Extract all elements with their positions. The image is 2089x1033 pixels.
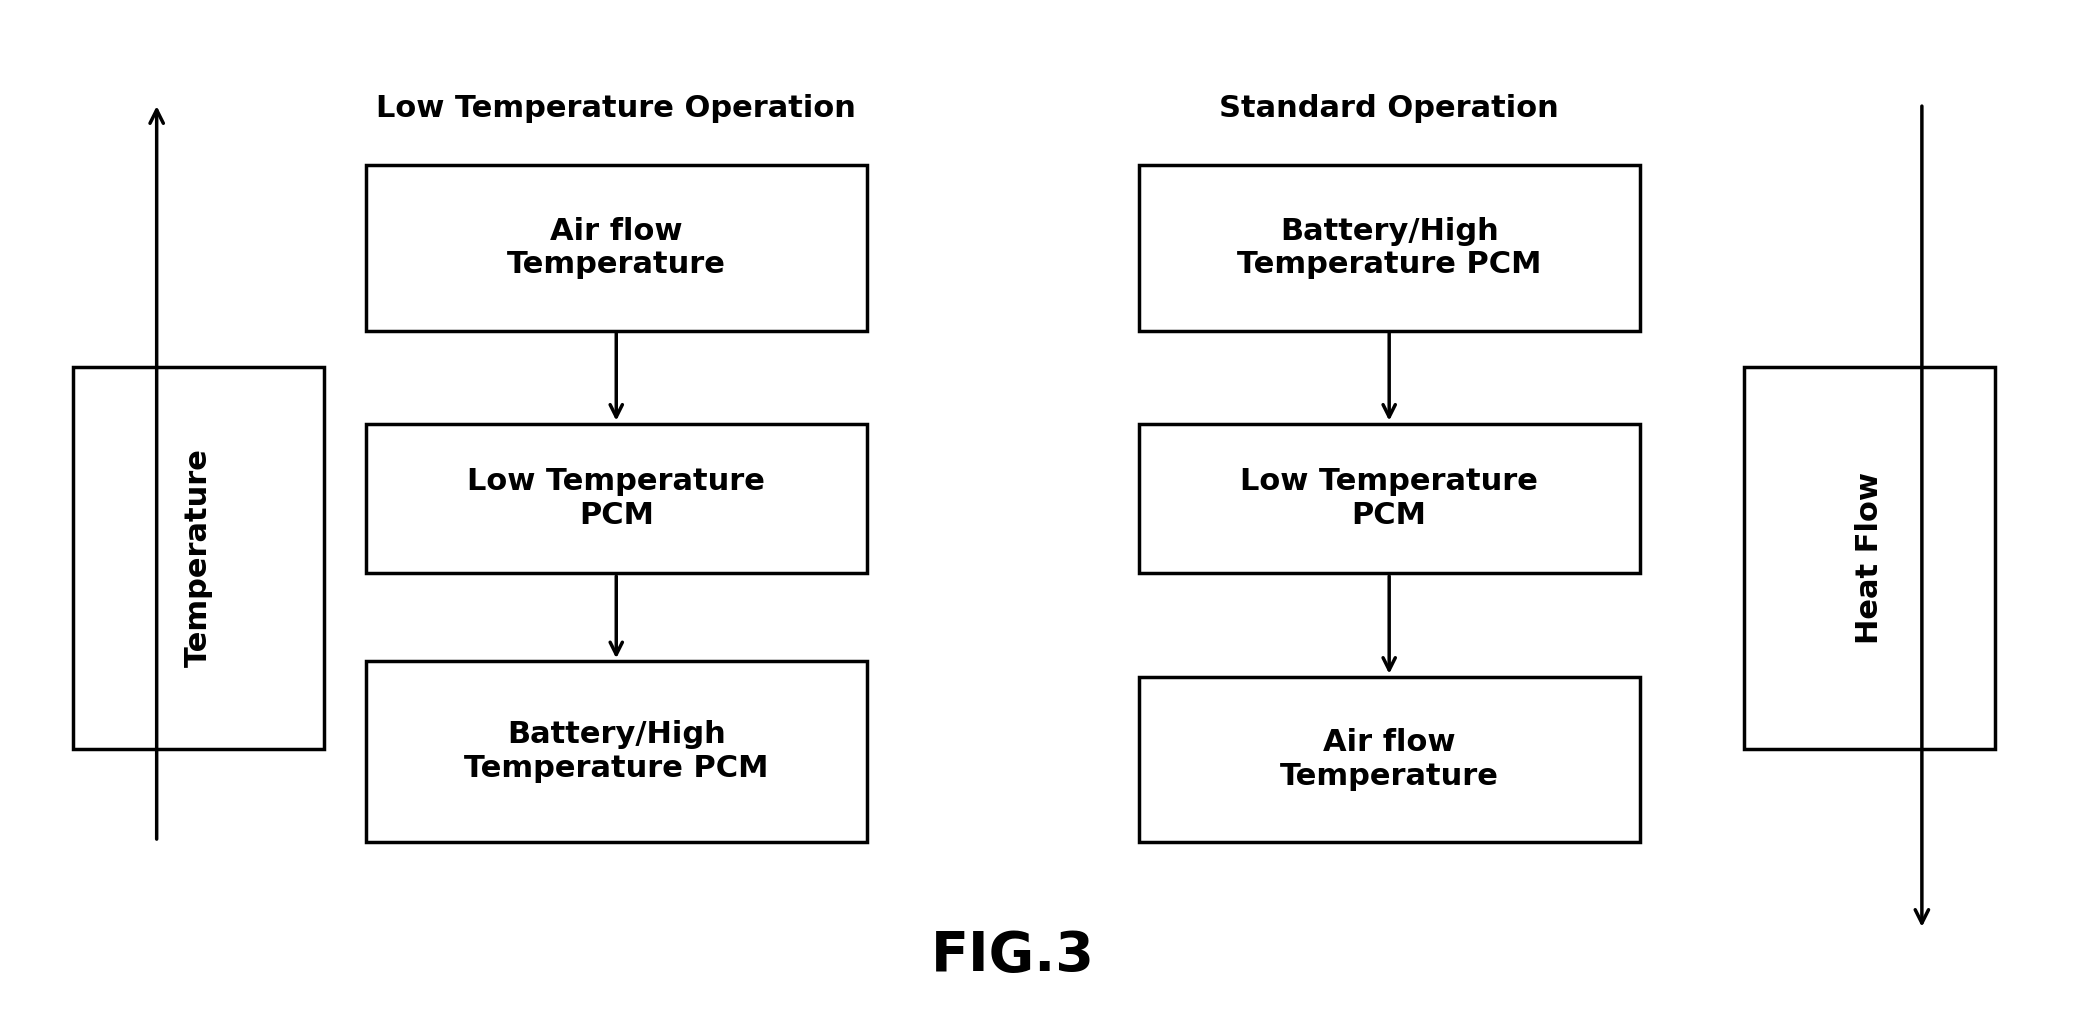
Bar bbox=[366, 165, 867, 331]
Text: Air flow
Temperature: Air flow Temperature bbox=[508, 217, 725, 279]
Text: Standard Operation: Standard Operation bbox=[1220, 94, 1558, 123]
Bar bbox=[1139, 424, 1640, 573]
Text: Battery/High
Temperature PCM: Battery/High Temperature PCM bbox=[1237, 217, 1542, 279]
Text: Battery/High
Temperature PCM: Battery/High Temperature PCM bbox=[464, 720, 769, 783]
Text: Temperature: Temperature bbox=[184, 448, 213, 667]
Bar bbox=[366, 661, 867, 842]
Text: Low Temperature Operation: Low Temperature Operation bbox=[376, 94, 856, 123]
Text: FIG.3: FIG.3 bbox=[932, 929, 1095, 982]
Bar bbox=[1744, 367, 1995, 749]
Bar bbox=[1139, 677, 1640, 842]
Text: Heat Flow: Heat Flow bbox=[1855, 472, 1884, 644]
Text: Air flow
Temperature: Air flow Temperature bbox=[1281, 728, 1498, 790]
Bar bbox=[1139, 165, 1640, 331]
Text: Low Temperature
PCM: Low Temperature PCM bbox=[1241, 467, 1538, 530]
Text: Low Temperature
PCM: Low Temperature PCM bbox=[468, 467, 765, 530]
Bar bbox=[366, 424, 867, 573]
Bar bbox=[73, 367, 324, 749]
